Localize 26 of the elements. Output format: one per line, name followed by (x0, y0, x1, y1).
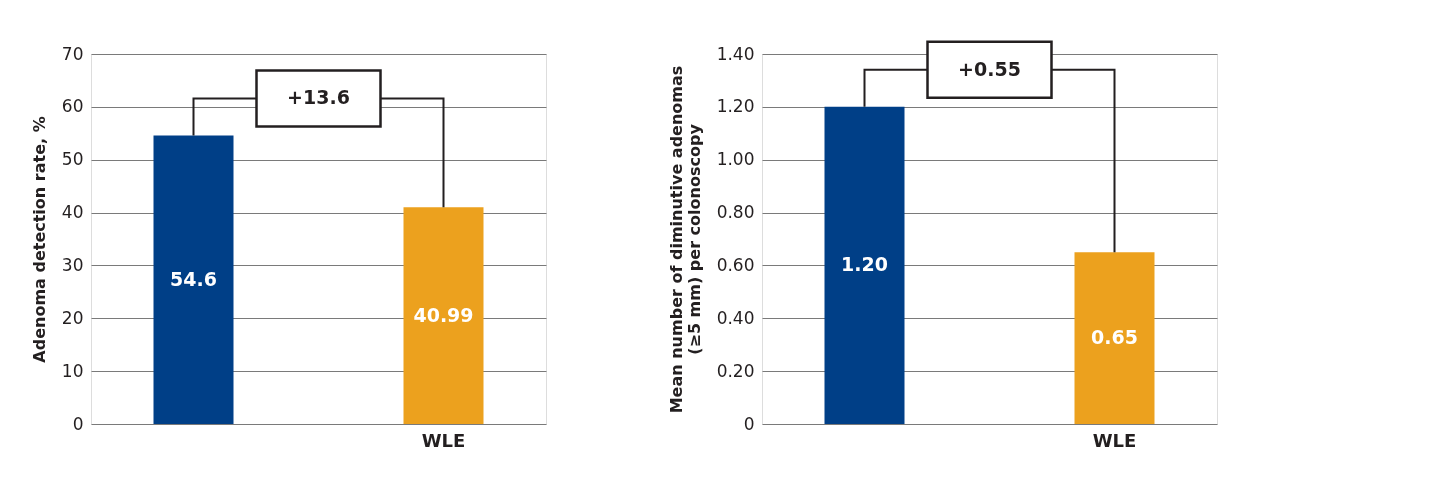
y-tick-label: 0.20 (716, 360, 755, 381)
y-tick-label: 70 (61, 43, 84, 64)
y-axis-title: Adenoma detection rate, % (29, 116, 49, 363)
x-tick-label: WLE (1092, 429, 1137, 451)
y-tick-label: 0.40 (716, 307, 755, 328)
y-axis-title: Mean number of diminutive adenomas (≥5 mm) per colonoscopy (666, 65, 704, 414)
data-label: 54.6 (170, 267, 217, 290)
y-tick-label: 1.00 (716, 149, 755, 170)
data-label: 1.20 (841, 253, 888, 276)
annotation: +13.6 (287, 86, 350, 109)
y-tick-label: 50 (61, 149, 84, 170)
y-tick-label: 0 (72, 413, 84, 434)
y-tick-label: 1.40 (716, 43, 755, 64)
annotation: +0.55 (958, 57, 1021, 80)
y-tick-label: 10 (61, 360, 84, 381)
y-tick-label: 1.20 (716, 96, 755, 117)
y-tick-label: 20 (61, 307, 84, 328)
y-tick-label: 60 (61, 96, 84, 117)
y-tick-label: 0.60 (716, 254, 755, 275)
y-tick-label: 0.80 (716, 202, 755, 223)
y-tick-label: 40 (61, 202, 84, 223)
x-tick-label: WLE (421, 429, 466, 451)
data-label: 40.99 (413, 303, 474, 326)
y-tick-label: 0 (743, 413, 755, 434)
data-label: 0.65 (1091, 326, 1138, 349)
y-tick-label: 30 (61, 254, 84, 275)
